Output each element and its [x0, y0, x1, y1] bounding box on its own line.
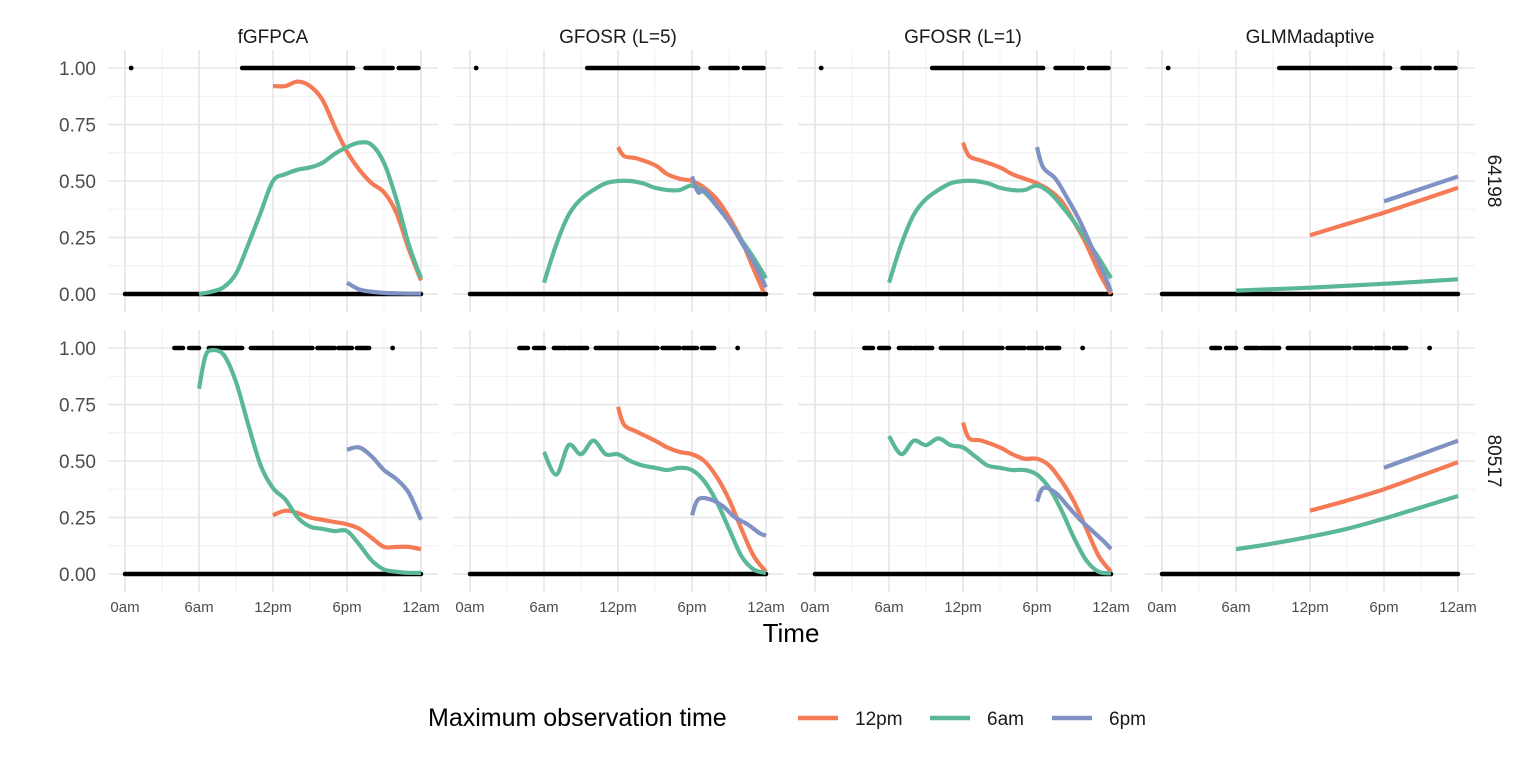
x-tick-label: 6pm: [1022, 599, 1051, 616]
observation-point: [473, 65, 479, 71]
x-tick-label: 0am: [800, 599, 829, 616]
x-tick-label: 12am: [402, 599, 440, 616]
legend-label: 6am: [987, 709, 1024, 730]
observation-points: [812, 65, 1114, 297]
y-tick-label: 1.00: [59, 59, 96, 80]
observation-points: [467, 345, 769, 577]
observation-point: [1165, 65, 1171, 71]
axes: 0.00 0.25 0.50 0.75 1.00 0.00 0.25 0.50 0.75 1.00…: [59, 59, 1477, 616]
observation-point: [818, 65, 824, 71]
series-line-12pm-glmmadaptive-80517: [1309, 460, 1459, 513]
series-line-12pm-gfosr-l-5-80517: [615, 406, 768, 574]
observation-point: [128, 65, 134, 71]
series-line-6pm-fgfpca-64198: [345, 280, 422, 296]
facet-column-title: GLMMadaptive: [1246, 27, 1375, 48]
facet-column-title: GFOSR (L=5): [559, 27, 677, 48]
legend-label: 6pm: [1109, 709, 1146, 730]
legend-title: Maximum observation time: [428, 704, 727, 732]
x-tick-label: 6pm: [1369, 599, 1398, 616]
facet-strips: fGFPCA GFOSR (L=5) GFOSR (L=1) GLMMadaptive…: [238, 27, 1504, 487]
x-tick-label: 0am: [1147, 599, 1176, 616]
series-line-6pm-gfosr-l-5-64198: [690, 175, 768, 289]
series-line-6am-gfosr-l-1-80517: [887, 434, 1112, 576]
x-tick-label: 12am: [747, 599, 785, 616]
x-tick-label: 12am: [1439, 599, 1477, 616]
y-tick-label: 0.75: [59, 396, 96, 417]
x-tick-label: 6am: [1221, 599, 1250, 616]
series-line-12pm-gfosr-l-1-80517: [961, 421, 1113, 574]
x-axis-label: Time: [763, 618, 820, 648]
series-line-6pm-gfosr-l-5-80517: [690, 495, 767, 538]
series-line-6am-fgfpca-80517: [196, 347, 422, 576]
series-line-6pm-glmmadaptive-64198: [1383, 174, 1459, 204]
legend-entry-6am: 6am: [930, 709, 1024, 730]
series-line-6pm-gfosr-l-1-64198: [1034, 146, 1113, 293]
panel-gfosr-l-5-64198: [453, 50, 783, 312]
series-line-6am-gfosr-l-5-80517: [542, 438, 767, 575]
x-tick-label: 0am: [110, 599, 139, 616]
series-line-12pm-gfosr-l-1-64198: [961, 141, 1113, 296]
x-tick-label: 12am: [1092, 599, 1130, 616]
panel-glmmadaptive-64198: [1145, 50, 1475, 312]
legend-label: 12pm: [855, 709, 903, 730]
y-tick-label: 0.00: [59, 285, 96, 306]
x-tick-label: 12pm: [944, 599, 982, 616]
panel-gfosr-l-1-80517: [798, 330, 1128, 592]
x-tick-label: 6pm: [677, 599, 706, 616]
y-tick-label: 0.00: [59, 565, 96, 586]
y-tick-label: 0.25: [59, 509, 96, 530]
y-tick-label: 0.25: [59, 229, 96, 250]
series-line-6am-glmmadaptive-64198: [1235, 277, 1459, 293]
observation-point: [1080, 345, 1086, 351]
facet-row-title: 80517: [1483, 435, 1504, 488]
series-line-12pm-fgfpca-64198: [272, 79, 423, 282]
observation-point: [1427, 345, 1433, 351]
panel-fgfpca-80517: [108, 330, 438, 592]
series-line-12pm-gfosr-l-5-64198: [616, 145, 766, 293]
observation-points: [122, 345, 424, 577]
facet-column-title: fGFPCA: [238, 27, 309, 48]
x-tick-label: 6am: [184, 599, 213, 616]
series-line-6am-fgfpca-64198: [198, 140, 423, 297]
observation-points: [812, 345, 1114, 577]
panel-fgfpca-64198: [108, 50, 438, 312]
observation-points: [467, 65, 769, 297]
legend-entry-6pm: 6pm: [1052, 709, 1146, 730]
series-line-6am-glmmadaptive-80517: [1235, 494, 1459, 552]
facet-row-title: 64198: [1483, 155, 1504, 208]
series-line-6pm-fgfpca-80517: [346, 445, 423, 521]
x-tick-label: 0am: [455, 599, 484, 616]
series-line-6pm-glmmadaptive-80517: [1383, 438, 1459, 470]
series-line-6am-gfosr-l-1-64198: [887, 178, 1113, 284]
legend: Maximum observation time 12pm 6am 6pm: [428, 704, 1146, 732]
x-tick-label: 6pm: [332, 599, 361, 616]
legend-entries: 12pm 6am 6pm: [798, 709, 1146, 730]
panel-glmmadaptive-80517: [1145, 330, 1475, 592]
series-line-12pm-glmmadaptive-64198: [1309, 185, 1459, 238]
x-tick-label: 12pm: [1291, 599, 1329, 616]
observation-point: [390, 345, 396, 351]
series-line-12pm-fgfpca-80517: [272, 508, 422, 552]
y-tick-label: 0.75: [59, 116, 96, 137]
observation-points: [122, 65, 424, 297]
y-tick-label: 1.00: [59, 339, 96, 360]
observation-points: [1159, 65, 1461, 297]
x-tick-label: 6am: [529, 599, 558, 616]
facet-column-title: GFOSR (L=1): [904, 27, 1022, 48]
observation-points: [1159, 345, 1461, 577]
chart-panels: [108, 50, 1475, 592]
y-tick-label: 0.50: [59, 172, 96, 193]
panel-gfosr-l-5-80517: [453, 330, 783, 592]
legend-entry-12pm: 12pm: [798, 709, 903, 730]
y-tick-label: 0.50: [59, 452, 96, 473]
panel-gfosr-l-1-64198: [798, 50, 1128, 312]
x-tick-label: 12pm: [599, 599, 637, 616]
series-line-6pm-gfosr-l-1-80517: [1035, 485, 1113, 551]
x-tick-label: 6am: [874, 599, 903, 616]
x-tick-label: 12pm: [254, 599, 292, 616]
observation-point: [735, 345, 741, 351]
